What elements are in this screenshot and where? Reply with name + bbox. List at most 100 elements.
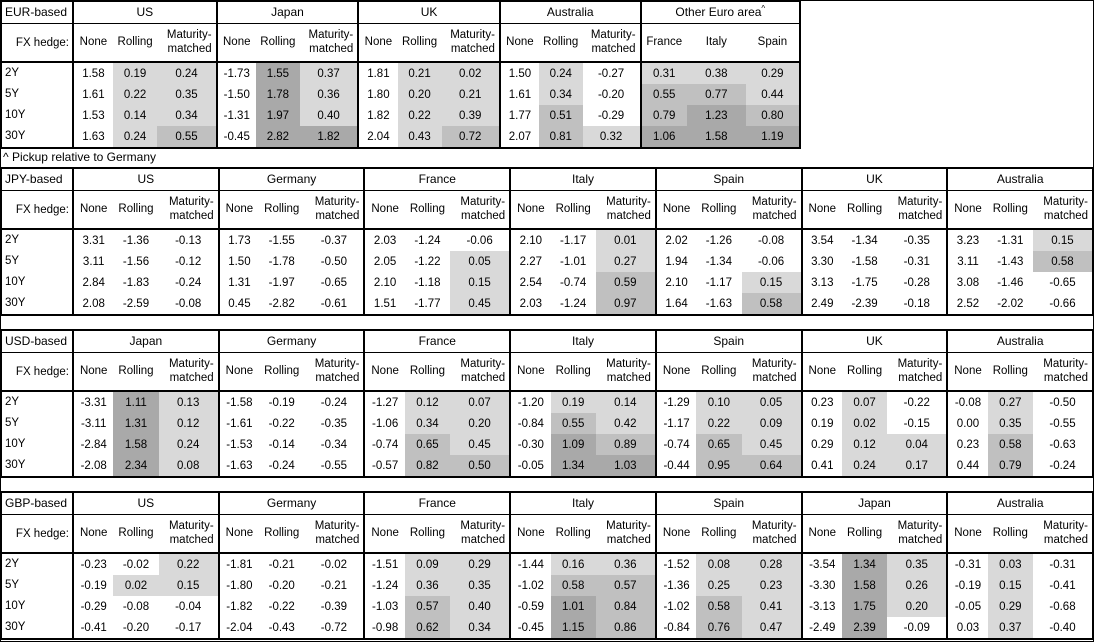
value-cell: 0.35 xyxy=(987,413,1033,434)
country-group: Spain None Rolling Maturity-matched -1.52 0.0… xyxy=(656,493,803,638)
hedge-col-header: None xyxy=(517,202,545,215)
value-cell: 0.16 xyxy=(550,554,596,575)
value-cell: -0.24 xyxy=(268,459,295,472)
hedge-col-header: Rolling xyxy=(118,202,154,215)
table-row: 3.11 -1.43 0.58 xyxy=(948,251,1093,272)
table-row: -0.45 1.15 0.86 xyxy=(511,617,655,638)
hedge-col-header: Rolling xyxy=(118,526,154,539)
value-cell: 0.15 xyxy=(158,575,218,596)
value-cell: -0.27 xyxy=(597,67,625,80)
value-cell: -0.35 xyxy=(903,234,930,247)
value-cell: 1.03 xyxy=(595,455,655,476)
table-row: 1.61 0.34 -0.20 xyxy=(501,84,640,105)
hedge-col-header: Rolling xyxy=(264,526,300,539)
value-cell: -1.81 xyxy=(226,558,253,571)
base-label: EUR-based xyxy=(2,2,72,24)
value-cell: 0.23 xyxy=(811,396,834,409)
value-cell: 0.65 xyxy=(696,434,742,455)
hedge-col-header: Maturity-matched xyxy=(168,520,214,546)
hedge-header-row: None Rolling Maturity-matched xyxy=(656,191,801,230)
hedge-header-row: None Rolling Maturity-matched xyxy=(656,353,801,392)
tenor-label: 5Y xyxy=(5,579,20,591)
value-cell: -1.17 xyxy=(560,234,587,247)
table-row: 3.30 -1.58 -0.31 xyxy=(803,251,947,272)
value-cell: -0.05 xyxy=(954,600,982,613)
hedge-col-header: Rolling xyxy=(264,202,300,215)
value-cell: -0.84 xyxy=(517,417,544,430)
country-name: Spain xyxy=(713,334,745,348)
hedge-col-header: Maturity-matched xyxy=(168,196,214,222)
table-row: 2.52 -2.02 -0.66 xyxy=(948,293,1092,314)
hedge-header-row: None Rolling Maturity-matched xyxy=(656,515,801,554)
value-cell: -1.34 xyxy=(705,255,732,268)
value-cell: 1.58 xyxy=(113,434,159,455)
value-cell: 0.20 xyxy=(450,413,510,434)
value-cell: 0.15 xyxy=(1032,230,1093,251)
table-jpy-based: JPY-based FX hedge: 2Y 5Y 10Y 30Y US None Rollin… xyxy=(0,167,1094,316)
value-cell: 0.03 xyxy=(956,621,980,634)
hedge-col-header: Maturity-matched xyxy=(1043,358,1089,384)
country-group: Australia None Rolling Maturity-matched 1.50… xyxy=(500,2,642,147)
country-group: France None Rolling Maturity-matched -1.51 0.… xyxy=(365,493,512,638)
table-row: -2.49 2.39 -0.09 xyxy=(803,617,947,638)
value-cell: 0.44 xyxy=(956,459,980,472)
hedge-col-header: Maturity-matched xyxy=(606,196,651,222)
value-cell: -2.04 xyxy=(226,621,253,634)
value-cell: 2.84 xyxy=(82,276,105,289)
value-cell: 1.58 xyxy=(686,126,746,147)
country-header: Australia xyxy=(948,493,1093,515)
country-group: France None Rolling Maturity-matched -1.27 0.… xyxy=(365,331,512,476)
table-row: -1.06 0.34 0.20 xyxy=(365,413,510,434)
table-row: -1.31 1.97 0.40 xyxy=(218,105,358,126)
table-row: -1.27 0.12 0.07 xyxy=(365,392,510,413)
value-cell: -0.98 xyxy=(372,621,399,634)
value-cell: 0.05 xyxy=(741,392,801,413)
hedge-col-header: Rolling xyxy=(992,364,1028,377)
value-cell: -1.73 xyxy=(223,67,250,80)
value-cell: 1.51 xyxy=(373,297,397,310)
value-cell: -0.20 xyxy=(597,88,625,101)
value-cell: 0.15 xyxy=(450,272,510,293)
value-cell: 0.79 xyxy=(641,105,687,126)
hedge-col-header: None xyxy=(954,526,982,539)
hedge-col-header: Maturity-matched xyxy=(606,520,651,546)
country-name: UK xyxy=(420,5,438,19)
value-cell: 0.24 xyxy=(841,455,888,476)
table-row: -0.84 0.55 0.42 xyxy=(511,413,655,434)
table-row: -1.24 0.36 0.35 xyxy=(365,575,510,596)
country-name: UK xyxy=(866,172,883,186)
value-cell: 3.54 xyxy=(811,234,834,247)
value-cell: 0.15 xyxy=(741,272,801,293)
fx-hedge-label: FX hedge: xyxy=(2,24,72,63)
value-cell: -0.29 xyxy=(597,109,625,122)
hedge-col-header: Maturity-matched xyxy=(751,520,797,546)
value-cell: -2.08 xyxy=(80,459,107,472)
hedge-header-row: None Rolling Maturity-matched xyxy=(511,515,655,554)
value-cell: 0.34 xyxy=(404,413,451,434)
value-cell: 0.29 xyxy=(811,438,834,451)
table-row: -1.53 -0.14 -0.34 xyxy=(220,434,364,455)
country-name: US xyxy=(136,5,154,19)
table-row: -1.81 -0.21 -0.02 xyxy=(220,554,364,575)
hedge-header-row: None Rolling Maturity-matched xyxy=(511,191,655,230)
country-header: France xyxy=(365,493,510,515)
country-group: Australia None Rolling Maturity-matched -0.0… xyxy=(948,331,1093,476)
table-row: 1.63 0.24 0.55 xyxy=(74,126,216,147)
base-label: JPY-based xyxy=(2,169,72,191)
value-cell: 0.31 xyxy=(641,63,687,84)
label-column: USD-based FX hedge: 2Y 5Y 10Y 30Y xyxy=(2,331,74,476)
footnote: ^ Pickup relative to Germany xyxy=(3,150,157,164)
value-cell: -1.01 xyxy=(560,255,587,268)
hedge-col-header: France xyxy=(646,35,683,48)
value-cell: 0.65 xyxy=(404,434,451,455)
country-group: France None Rolling Maturity-matched 2.03 -1.… xyxy=(365,169,512,314)
value-cell: 0.10 xyxy=(696,392,742,413)
value-cell: -0.44 xyxy=(663,459,690,472)
value-cell: 0.62 xyxy=(404,617,451,638)
value-cell: -0.13 xyxy=(175,234,202,247)
table-row: 2.04 0.43 0.72 xyxy=(359,126,499,147)
table-row: 1.50 0.24 -0.27 xyxy=(501,63,640,84)
hedge-col-header: Rolling xyxy=(264,364,300,377)
value-cell: -3.13 xyxy=(809,600,836,613)
hedge-col-header: Maturity-matched xyxy=(314,358,360,384)
